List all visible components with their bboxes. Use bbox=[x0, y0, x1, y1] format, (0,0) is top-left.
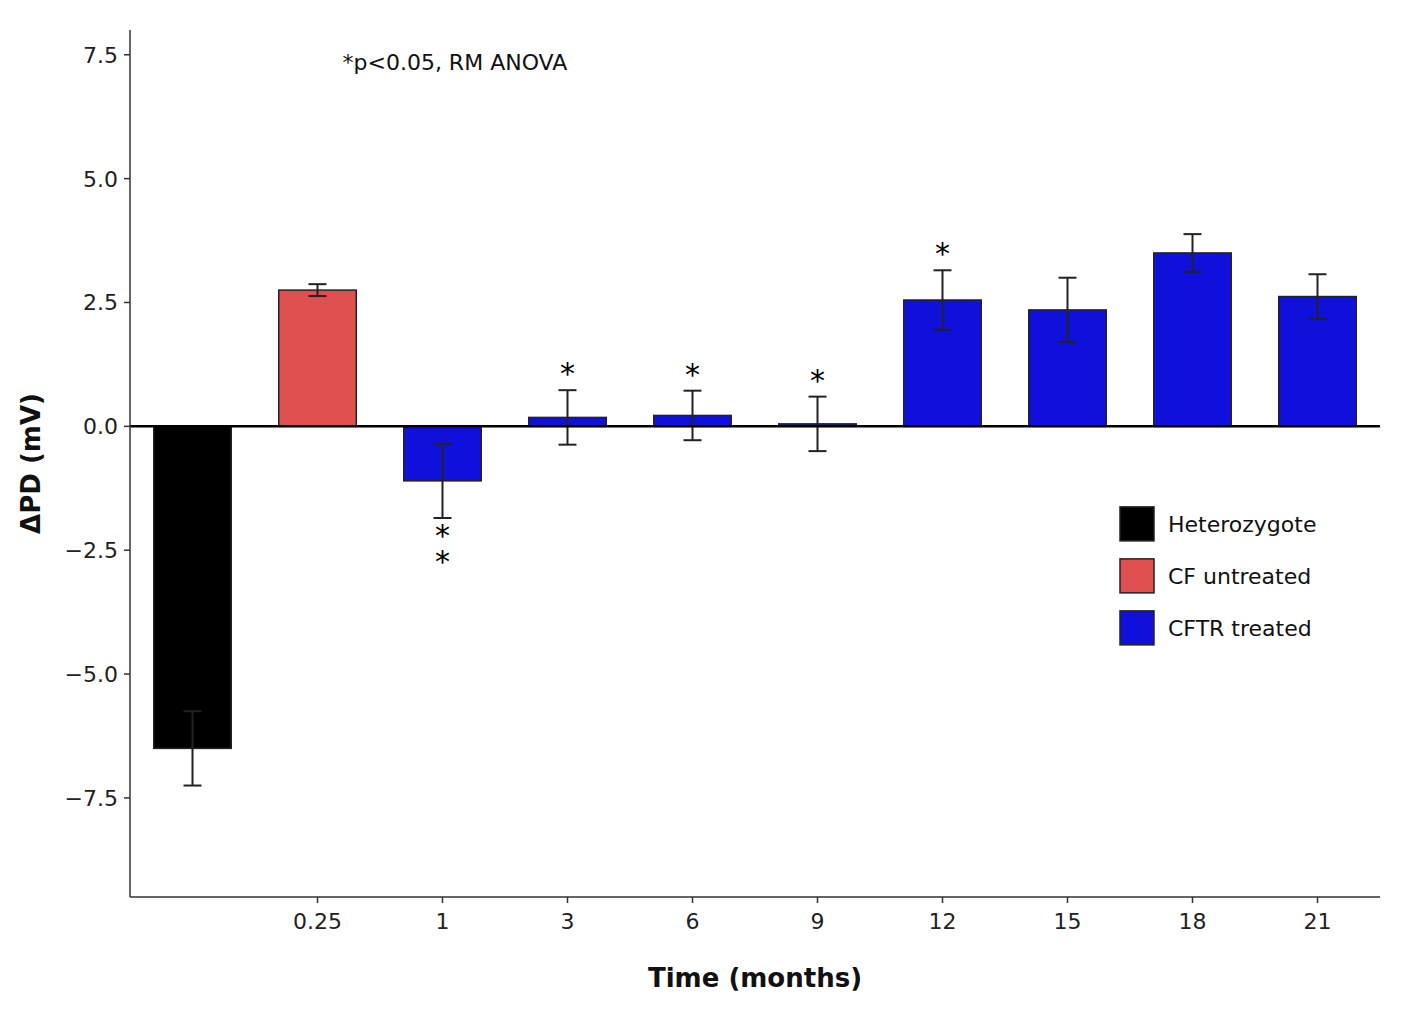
error-line bbox=[442, 444, 444, 518]
x-tick-label: 15 bbox=[1054, 909, 1082, 934]
x-tick bbox=[442, 897, 444, 903]
y-tick bbox=[124, 178, 130, 180]
error-cap bbox=[184, 710, 202, 712]
error-cap bbox=[309, 283, 327, 285]
error-cap bbox=[1184, 271, 1202, 273]
y-tick bbox=[124, 797, 130, 799]
y-tick bbox=[124, 673, 130, 675]
error-line bbox=[317, 284, 319, 296]
x-tick bbox=[1317, 897, 1319, 903]
error-bar bbox=[309, 284, 327, 296]
y-tick-label: 2.5 bbox=[83, 290, 118, 315]
significance-marker: * bbox=[560, 356, 575, 391]
bar bbox=[279, 290, 357, 426]
y-tick bbox=[124, 54, 130, 56]
error-cap bbox=[934, 329, 952, 331]
error-bar bbox=[1309, 274, 1327, 319]
significance-marker: * bbox=[935, 236, 950, 271]
significance-marker: * bbox=[685, 357, 700, 392]
error-cap bbox=[684, 439, 702, 441]
error-cap bbox=[1059, 277, 1077, 279]
x-tick bbox=[317, 897, 319, 903]
y-tick-label: 7.5 bbox=[83, 43, 118, 68]
error-line bbox=[1067, 278, 1069, 342]
plot-area bbox=[130, 234, 1380, 785]
error-line bbox=[692, 391, 694, 441]
y-tick bbox=[124, 549, 130, 551]
error-line bbox=[942, 270, 944, 329]
error-bar bbox=[1184, 234, 1202, 272]
error-cap bbox=[1184, 233, 1202, 235]
x-tick-label: 21 bbox=[1304, 909, 1332, 934]
error-cap bbox=[809, 450, 827, 452]
error-bar bbox=[684, 391, 702, 441]
error-cap bbox=[434, 443, 452, 445]
bar bbox=[154, 426, 232, 748]
legend-label: CFTR treated bbox=[1168, 616, 1312, 641]
x-tick-label: 6 bbox=[686, 909, 700, 934]
y-tick-label: −5.0 bbox=[65, 662, 118, 687]
reference-line bbox=[130, 425, 1380, 428]
bar bbox=[1154, 253, 1232, 426]
legend: Heterozygote CF untreated CFTR treated bbox=[1120, 507, 1316, 645]
error-bar bbox=[184, 711, 202, 785]
x-tick bbox=[1192, 897, 1194, 903]
y-tick bbox=[124, 302, 130, 304]
y-tick-label: 0.0 bbox=[83, 414, 118, 439]
error-cap bbox=[559, 444, 577, 446]
x-tick-label: 0.25 bbox=[293, 909, 342, 934]
error-cap bbox=[1309, 273, 1327, 275]
x-tick bbox=[692, 897, 694, 903]
error-line bbox=[567, 390, 569, 444]
error-line bbox=[192, 711, 194, 785]
x-tick bbox=[567, 897, 569, 903]
legend-label: CF untreated bbox=[1168, 564, 1311, 589]
x-tick-label: 1 bbox=[436, 909, 450, 934]
error-bar bbox=[434, 444, 452, 518]
error-cap bbox=[1309, 318, 1327, 320]
legend-swatch bbox=[1120, 507, 1154, 541]
x-tick-label: 9 bbox=[811, 909, 825, 934]
error-bar bbox=[934, 270, 952, 329]
error-line bbox=[817, 397, 819, 451]
x-tick bbox=[942, 897, 944, 903]
error-bar bbox=[559, 390, 577, 444]
x-tick-label: 12 bbox=[929, 909, 957, 934]
error-line bbox=[1317, 274, 1319, 319]
y-tick bbox=[124, 426, 130, 428]
error-cap bbox=[1059, 341, 1077, 343]
x-axis-label: Time (months) bbox=[648, 963, 862, 993]
y-axis bbox=[129, 30, 131, 897]
y-tick-label: −2.5 bbox=[65, 538, 118, 563]
significance-marker: * bbox=[810, 363, 825, 398]
legend-label: Heterozygote bbox=[1168, 512, 1316, 537]
y-tick-label: 5.0 bbox=[83, 167, 118, 192]
x-tick bbox=[817, 897, 819, 903]
y-tick-label: −7.5 bbox=[65, 786, 118, 811]
legend-swatch bbox=[1120, 611, 1154, 645]
significance-marker: * bbox=[435, 544, 450, 579]
error-cap bbox=[309, 295, 327, 297]
x-tick bbox=[1067, 897, 1069, 903]
x-tick-label: 18 bbox=[1179, 909, 1207, 934]
annotation: *p<0.05, RM ANOVA bbox=[343, 50, 568, 75]
error-bar bbox=[809, 397, 827, 451]
error-cap bbox=[184, 785, 202, 787]
y-axis-label: ΔPD (mV) bbox=[16, 393, 46, 534]
error-line bbox=[1192, 234, 1194, 272]
legend-swatch bbox=[1120, 559, 1154, 593]
x-tick-label: 3 bbox=[561, 909, 575, 934]
error-bar bbox=[1059, 278, 1077, 342]
chart: ******−7.5−5.0−2.50.02.55.07.50.25136912… bbox=[0, 0, 1410, 1017]
